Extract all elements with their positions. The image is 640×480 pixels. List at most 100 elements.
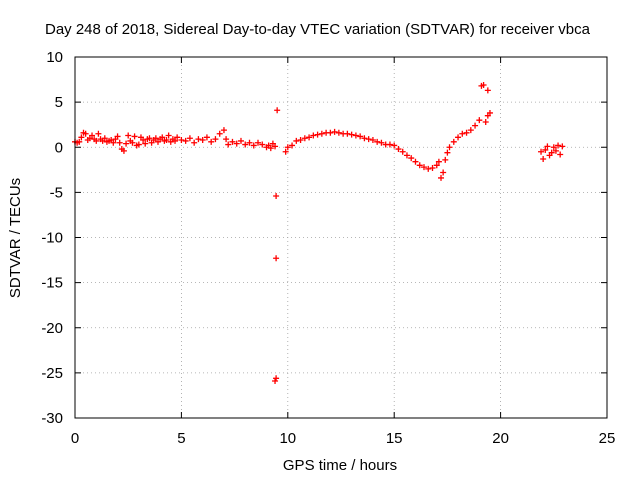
- data-point: [273, 192, 280, 199]
- data-point: [438, 174, 445, 181]
- data-point: [142, 140, 149, 147]
- data-point: [272, 143, 279, 150]
- data-point: [186, 135, 193, 142]
- data-point: [165, 132, 172, 139]
- data-point: [429, 165, 436, 172]
- data-point: [125, 132, 132, 139]
- data-point: [378, 139, 385, 146]
- data-point: [352, 132, 359, 139]
- data-point: [425, 165, 432, 172]
- data-point: [450, 138, 457, 145]
- data-point: [101, 135, 108, 142]
- y-tick-label: -5: [50, 184, 63, 201]
- data-point: [293, 137, 300, 144]
- data-point: [259, 141, 266, 148]
- data-point: [212, 136, 219, 143]
- data-point: [297, 137, 304, 144]
- data-point: [399, 148, 406, 155]
- data-point: [82, 130, 89, 137]
- data-point: [391, 142, 398, 149]
- data-point: [482, 118, 489, 125]
- data-point: [538, 148, 545, 155]
- data-point: [486, 109, 493, 116]
- data-point: [172, 137, 179, 144]
- data-point: [123, 140, 130, 147]
- x-tick-label: 5: [177, 430, 185, 447]
- data-point: [542, 146, 549, 153]
- y-tick-label: -30: [41, 410, 63, 427]
- data-point: [131, 133, 138, 140]
- data-point: [463, 129, 470, 136]
- data-point: [225, 141, 232, 148]
- data-point: [272, 377, 279, 384]
- data-point: [182, 137, 189, 144]
- data-point: [442, 156, 449, 163]
- data-point: [229, 138, 236, 145]
- data-point: [484, 87, 491, 94]
- data-point: [357, 133, 364, 140]
- data-point: [174, 134, 181, 141]
- y-tick-label: -25: [41, 365, 63, 382]
- data-point: [95, 130, 102, 137]
- data-point: [216, 130, 223, 137]
- data-point: [220, 127, 227, 134]
- data-point: [273, 255, 280, 262]
- y-tick-label: -15: [41, 275, 63, 292]
- ticks-layer: 0 5 10 15 20 25 -30 -25 -20 -15 -10 -5 0 5 10: [41, 49, 615, 447]
- data-point: [223, 136, 230, 143]
- data-point: [361, 135, 368, 142]
- data-point: [114, 133, 121, 140]
- x-tick-label: 20: [492, 430, 509, 447]
- data-point: [331, 128, 338, 135]
- data-point: [267, 145, 274, 152]
- data-point: [203, 134, 210, 141]
- y-tick-label: -20: [41, 320, 63, 337]
- data-point: [233, 140, 240, 147]
- data-point: [416, 162, 423, 169]
- data-point: [408, 155, 415, 162]
- data-point: [420, 164, 427, 171]
- data-point: [369, 137, 376, 144]
- data-point: [550, 144, 557, 151]
- data-point: [327, 129, 334, 136]
- data-point: [335, 129, 342, 136]
- data-point: [412, 158, 419, 165]
- data-point: [195, 136, 202, 143]
- data-point: [440, 169, 447, 176]
- data-point: [455, 134, 462, 141]
- data-point: [344, 130, 351, 137]
- x-tick-label: 25: [599, 430, 616, 447]
- data-point: [467, 127, 474, 134]
- data-point: [178, 137, 185, 144]
- data-point: [129, 139, 136, 146]
- data-point: [318, 130, 325, 137]
- data-point: [386, 141, 393, 148]
- data-point: [435, 158, 442, 165]
- grid-layer: [75, 57, 607, 418]
- data-point: [472, 122, 479, 129]
- data-point: [191, 139, 198, 146]
- y-axis-label: SDTVAR / TECUs: [7, 178, 24, 298]
- data-point: [208, 138, 215, 145]
- data-point: [120, 147, 127, 154]
- data-point: [306, 134, 313, 141]
- data-point: [246, 139, 253, 146]
- data-point: [140, 137, 147, 144]
- y-tick-label: -10: [41, 230, 63, 247]
- data-point: [459, 130, 466, 137]
- data-point: [446, 144, 453, 151]
- x-tick-label: 0: [71, 430, 79, 447]
- data-point: [444, 149, 451, 156]
- data-point: [480, 81, 487, 88]
- data-point: [273, 375, 280, 382]
- data-point: [282, 148, 289, 155]
- data-point: [152, 135, 159, 142]
- data-point: [284, 144, 291, 151]
- data-point: [110, 139, 117, 146]
- data-point: [163, 137, 170, 144]
- data-point: [93, 137, 100, 144]
- data-point: [548, 149, 555, 156]
- data-point: [78, 134, 85, 141]
- chart-title: Day 248 of 2018, Sidereal Day-to-day VTE…: [45, 21, 591, 38]
